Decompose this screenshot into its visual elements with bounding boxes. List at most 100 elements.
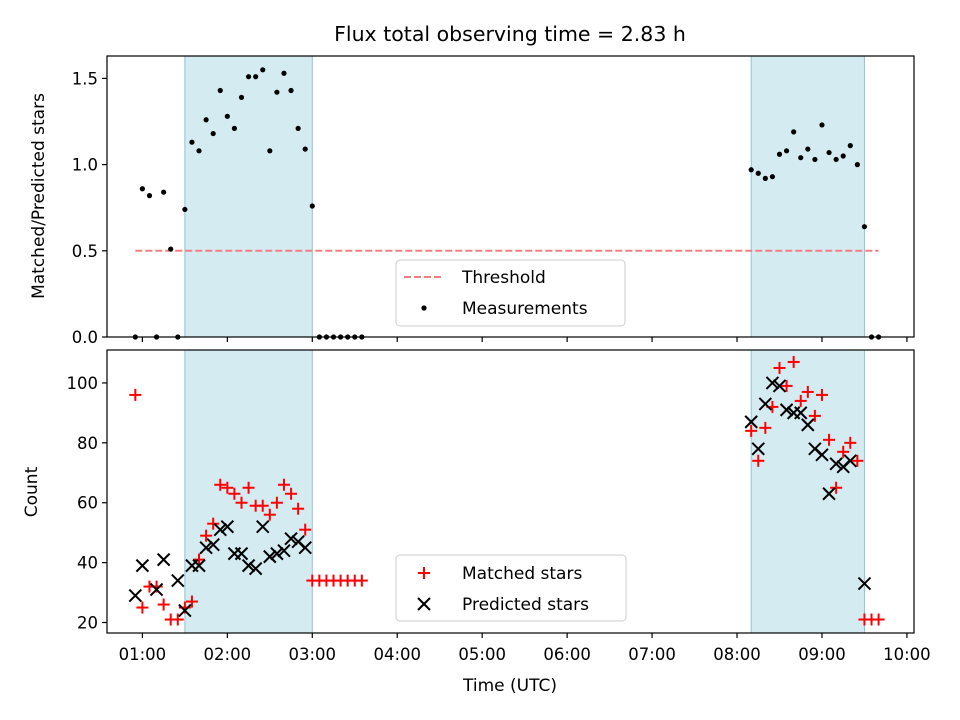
chart-title: Flux total observing time = 2.83 h (334, 22, 686, 46)
x-tick-label: 08:00 (713, 645, 761, 664)
x-tick-label: 02:00 (204, 645, 252, 664)
measurement-point (295, 125, 301, 132)
top-y-tick-label: 1.5 (72, 69, 98, 88)
predicted-star-point (772, 379, 787, 393)
predicted-star-point (256, 519, 270, 534)
measurement-point (840, 153, 846, 159)
measurement-point (288, 87, 294, 94)
top-y-tick-label: 0.0 (72, 328, 98, 347)
matched-star-point (830, 481, 843, 494)
predicted-star-point (199, 540, 213, 555)
measurement-point (762, 175, 768, 181)
measurement-point (253, 74, 259, 80)
matched-star-point (773, 361, 786, 374)
top-axis-ticks: 0.0 0.5 1.0 1.5 (72, 69, 908, 347)
predicted-star-point (128, 588, 143, 603)
measurement-point (260, 67, 266, 73)
matched-star-point (235, 496, 248, 509)
predicted-star-point (135, 558, 150, 573)
measurement-point (196, 148, 202, 154)
x-tick-label: 04:00 (373, 645, 421, 664)
predicted-star-point (765, 376, 780, 390)
matched-star-point (277, 478, 290, 491)
bottom-y-tick-label: 100 (67, 374, 99, 393)
measurement-point (161, 189, 167, 195)
predicted-star-point (829, 457, 843, 471)
measurement-point (854, 162, 860, 168)
measurement-point (833, 156, 839, 163)
measurement-point (847, 143, 853, 149)
matched-star-point (270, 496, 283, 509)
predicted-star-point (206, 537, 220, 552)
matched-star-point (752, 454, 765, 467)
matched-star-point (787, 355, 800, 368)
x-tick-label: 03:00 (289, 645, 337, 664)
matched-star-point (299, 523, 312, 536)
matched-star-point (815, 388, 828, 401)
matched-star-point (808, 409, 821, 422)
bottom-y-tick-label: 60 (77, 494, 98, 513)
measurement-point (791, 129, 797, 135)
bottom-y-tick-label: 80 (77, 434, 98, 453)
bottom-y-tick-label: 20 (77, 614, 98, 633)
predicted-star-point (298, 540, 312, 555)
measurement-point (182, 206, 188, 213)
predicted-star-point (156, 552, 171, 567)
predicted-star-point (779, 403, 794, 417)
legend-measurements-swatch (421, 305, 427, 311)
measurement-point (168, 246, 174, 252)
x-tick-label: 09:00 (798, 645, 846, 664)
predicted-star-point (213, 522, 227, 537)
predicted-star-point (843, 454, 857, 468)
matched-star-point (759, 421, 772, 434)
bottom-count-points (128, 355, 885, 626)
matched-star-point (228, 487, 241, 500)
matched-star-point (200, 529, 213, 542)
matched-star-point (221, 481, 234, 494)
matched-star-point (185, 595, 198, 608)
legend-measurements-label: Measurements (462, 299, 588, 319)
top-y-tick-label: 1.0 (72, 156, 98, 175)
measurement-point (826, 149, 832, 156)
x-tick-label: 10:00 (883, 645, 931, 664)
matched-star-point (794, 394, 807, 407)
predicted-star-point (149, 582, 164, 597)
predicted-star-point (178, 603, 192, 618)
predicted-star-point (744, 415, 758, 429)
bottom-y-tick-label: 40 (77, 554, 98, 573)
top-axes-frame (106, 55, 915, 338)
predicted-star-point (801, 418, 815, 432)
legend-matched-swatch (418, 567, 430, 579)
top-shaded-periods (184, 55, 865, 338)
predicted-star-point (234, 546, 249, 561)
matched-star-point (292, 502, 305, 515)
matched-star-point (285, 487, 298, 500)
predicted-star-point (270, 546, 284, 561)
measurement-point (274, 89, 280, 95)
bottom-legend: Matched stars Predicted stars (395, 554, 627, 622)
x-tick-label: 01:00 (119, 645, 167, 664)
measurement-point (146, 193, 153, 199)
measurement-point (210, 130, 216, 137)
bottom-ylabel: Count (22, 466, 42, 517)
matched-star-point (256, 499, 269, 512)
matched-star-point (171, 613, 184, 626)
measurement-point (309, 203, 315, 209)
x-tick-label: 06:00 (543, 645, 591, 664)
measurement-point (238, 94, 245, 100)
top-y-tick-label: 0.5 (72, 242, 98, 261)
legend-matched-label: Matched stars (462, 564, 582, 584)
matched-star-point (263, 508, 276, 521)
measurement-point (224, 113, 230, 119)
predicted-star-point (220, 519, 235, 534)
measurement-point (776, 151, 783, 157)
shaded-period (184, 55, 313, 338)
measurement-point (861, 224, 868, 230)
predicted-star-point (857, 576, 872, 591)
measurement-point (139, 186, 145, 192)
x-tick-label: 07:00 (628, 645, 676, 664)
matched-star-point (780, 379, 793, 392)
measurement-point (805, 146, 811, 152)
predicted-star-point (758, 397, 773, 411)
